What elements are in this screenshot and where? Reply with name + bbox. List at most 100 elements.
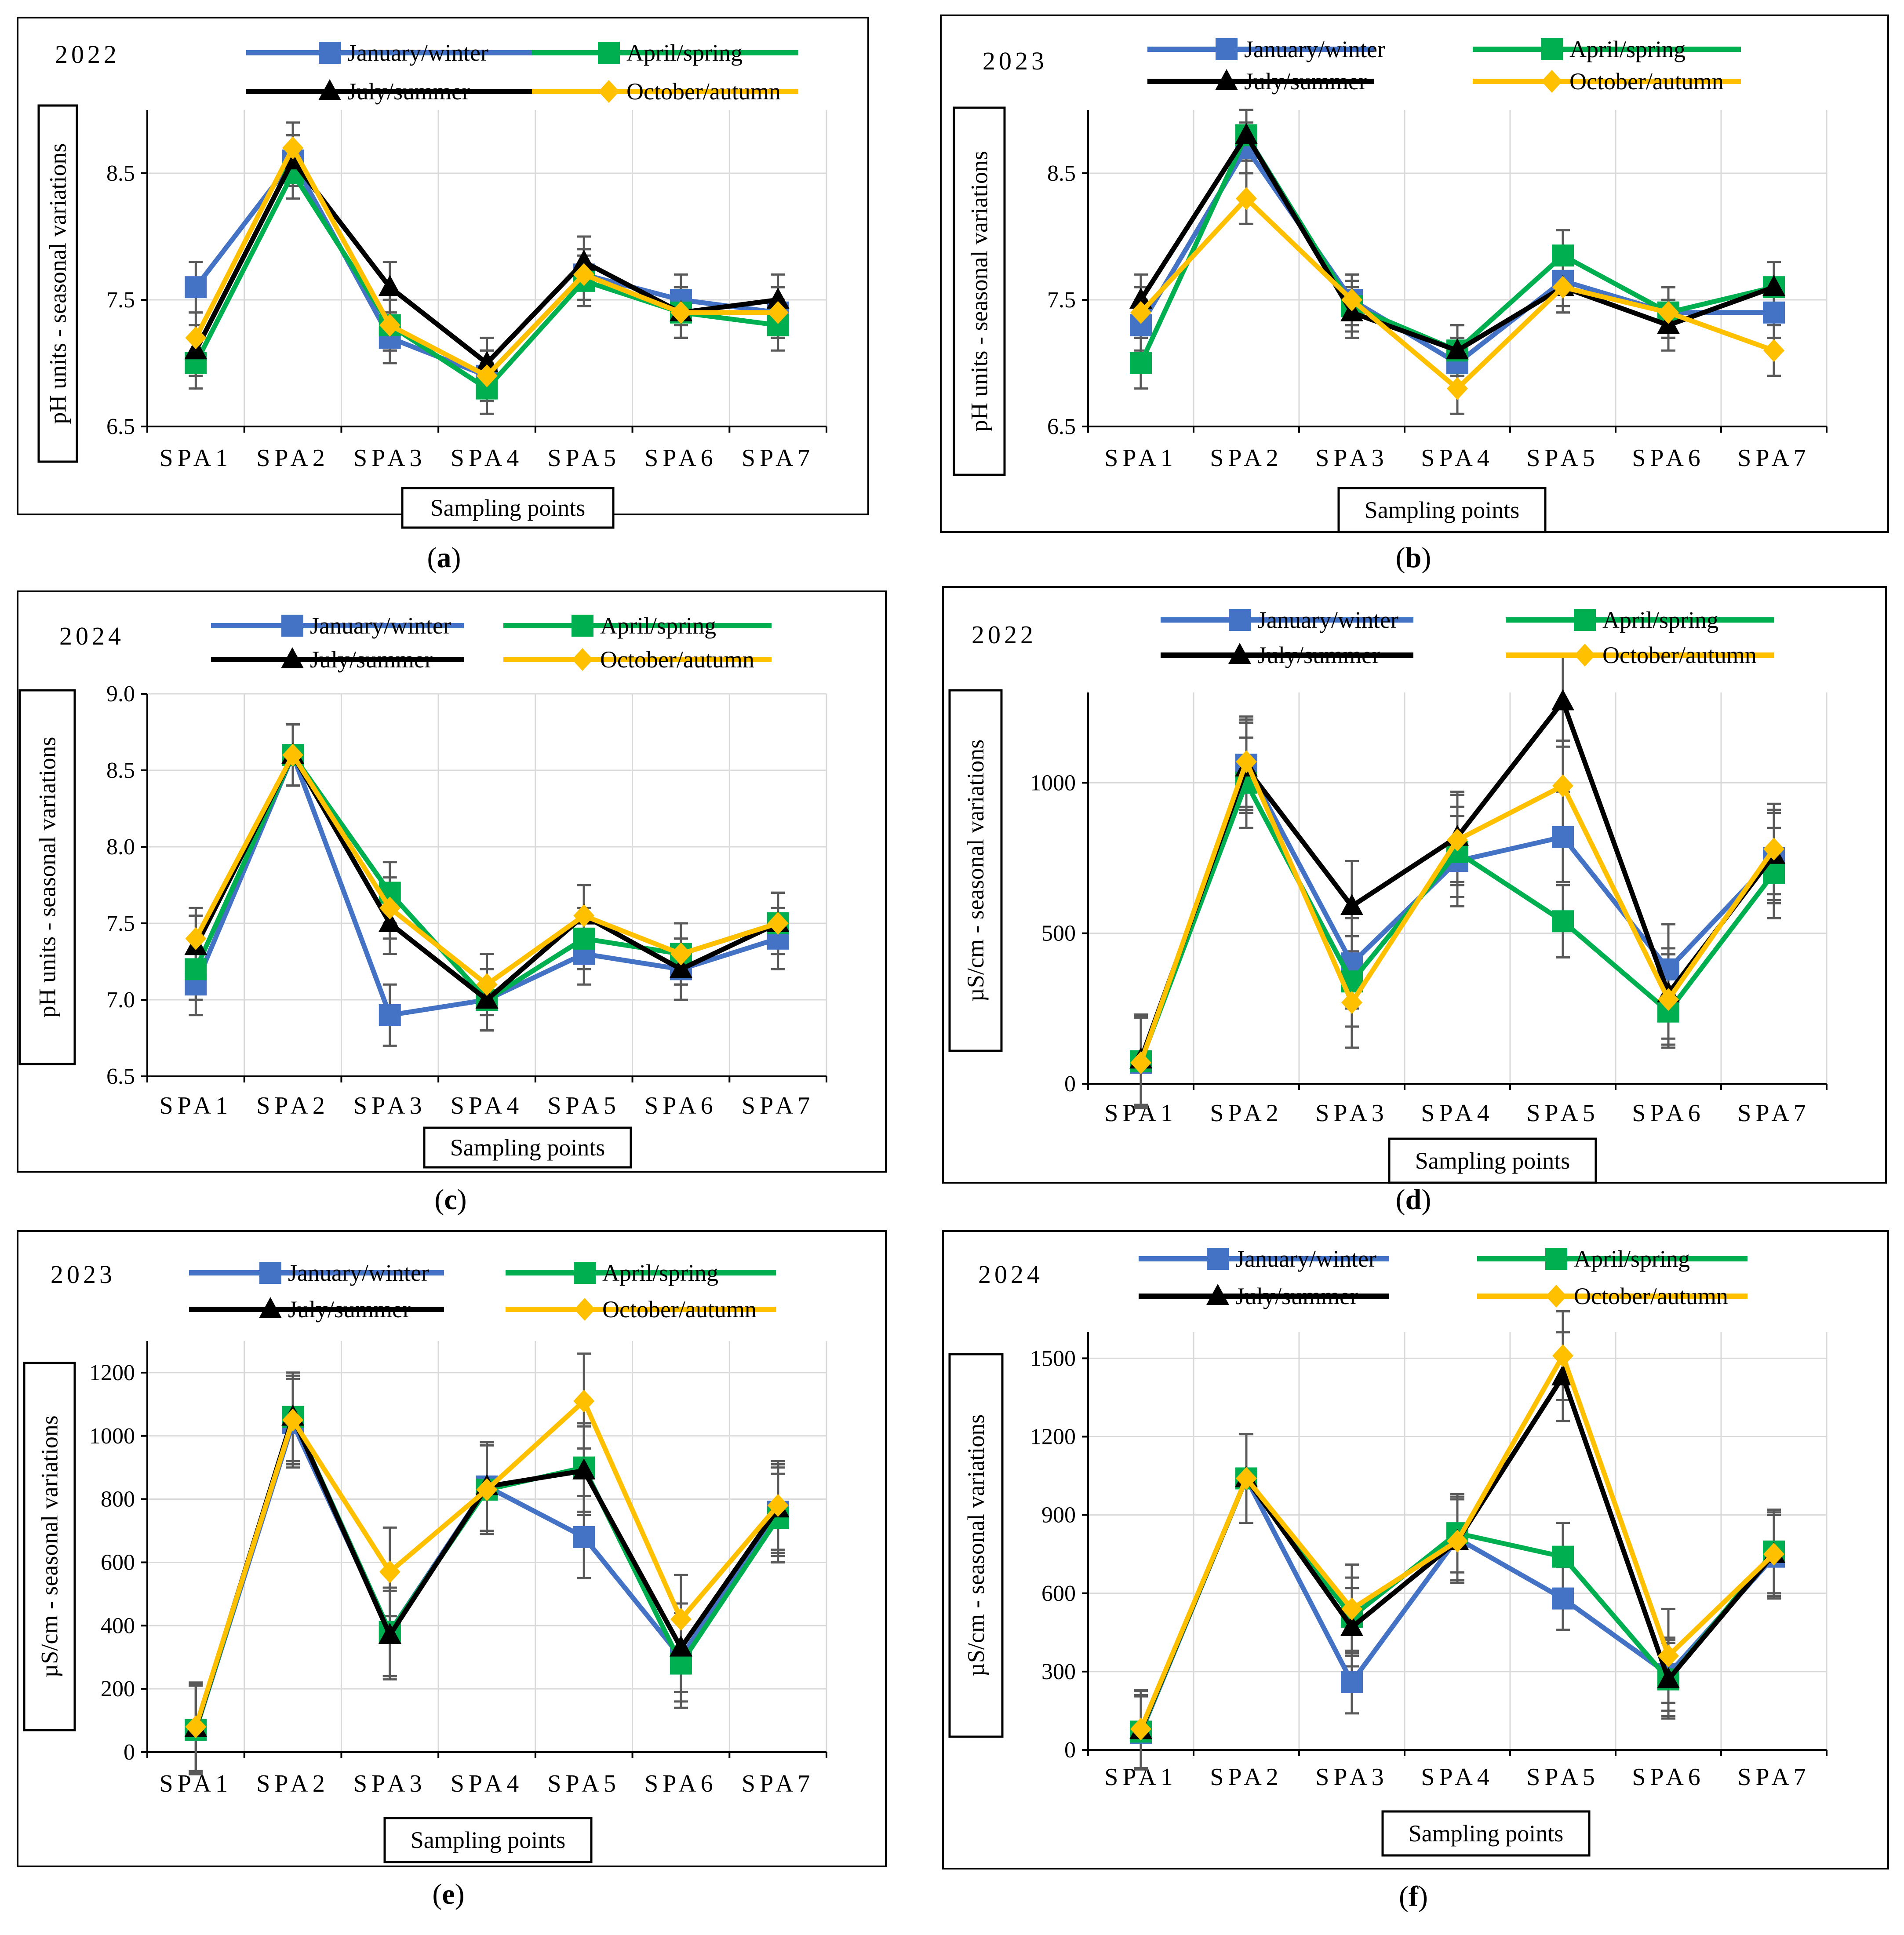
autumn-marker-5 xyxy=(1658,988,1679,1011)
autumn-marker-1 xyxy=(282,1408,304,1432)
autumn-marker-2 xyxy=(379,313,400,337)
autumn-marker-5 xyxy=(1658,301,1679,324)
y-tick-label: 6.5 xyxy=(106,1064,135,1089)
caption-paren-close: ) xyxy=(1421,542,1431,574)
x-axis-title-text: Sampling points xyxy=(1409,1820,1564,1847)
legend-item-winter: January/winter xyxy=(189,1260,444,1286)
year-label: 2022 xyxy=(972,620,1037,649)
summer-marker-2 xyxy=(378,275,401,296)
legend-item-winter: January/winter xyxy=(246,40,534,66)
spring-marker-legend xyxy=(1545,1248,1567,1270)
legend: January/winter April/spring July/summer Oct… xyxy=(1147,36,1741,95)
y-axis-title: µS/cm - seasonal variations xyxy=(948,689,1003,1052)
spring-marker-0 xyxy=(1130,352,1152,374)
legend-item-spring: April/spring xyxy=(1477,1246,1747,1272)
panel-frame xyxy=(17,590,887,1173)
legend-label: July/summer xyxy=(1235,1283,1358,1309)
y-tick-label: 7.5 xyxy=(1047,288,1076,313)
x-axis-title-text: Sampling points xyxy=(411,1827,566,1853)
y-tick-label: 1200 xyxy=(89,1360,135,1385)
caption-paren-open: ( xyxy=(434,1184,444,1216)
y-axis-title-box xyxy=(953,106,1006,476)
winter-marker-legend xyxy=(1229,609,1251,631)
y-tick-label: 8.5 xyxy=(106,758,135,783)
x-category-label: SPA1 xyxy=(1104,445,1177,472)
summer-marker-legend xyxy=(281,647,304,668)
x-category-label: SPA7 xyxy=(742,1770,815,1797)
legend-label: April/spring xyxy=(602,1260,718,1286)
x-category-label: SPA7 xyxy=(742,1092,815,1119)
x-axis-title: Sampling points xyxy=(1337,487,1547,533)
y-tick-label: 600 xyxy=(101,1550,135,1575)
panel-caption: (c) xyxy=(434,1184,466,1216)
autumn-marker-2 xyxy=(1341,288,1362,311)
legend-item-summer: July/summer xyxy=(1147,68,1374,95)
y-tick-label: 8.0 xyxy=(106,834,135,860)
winter-marker-0 xyxy=(185,276,207,299)
legend-label: April/spring xyxy=(1569,36,1686,62)
y-tick-label: 1000 xyxy=(89,1424,135,1449)
x-axis-title: Sampling points xyxy=(1388,1137,1597,1184)
spring-marker-4 xyxy=(573,927,595,950)
autumn-marker-0 xyxy=(1130,1051,1151,1075)
x-axis-title: Sampling points xyxy=(1381,1810,1591,1857)
legend-item-spring: April/spring xyxy=(1506,607,1774,633)
chart-panel-a: 6.5 7.5 8.5 SPA1 SPA2 SPA3 SPA4 SPA5 SPA6 SPA7 202… xyxy=(17,17,869,529)
caption-paren-open: ( xyxy=(1399,1880,1409,1913)
x-category-label: SPA6 xyxy=(1632,1764,1705,1791)
autumn-marker-3 xyxy=(1447,1530,1468,1552)
autumn-marker-4 xyxy=(573,904,595,927)
summer-marker-3 xyxy=(1446,338,1469,360)
legend: January/winter April/spring July/summer Oct… xyxy=(211,612,772,673)
caption-paren-close: ) xyxy=(1421,1184,1431,1216)
autumn-marker-6 xyxy=(767,1494,789,1517)
autumn-marker-5 xyxy=(670,942,692,966)
autumn-marker-3 xyxy=(1447,377,1468,400)
summer-marker-legend xyxy=(1215,69,1238,90)
x-axis-title-text: Sampling points xyxy=(430,495,586,521)
legend: January/winter April/spring July/summer Oct… xyxy=(189,1260,776,1323)
panel-frame xyxy=(942,1230,1889,1869)
summer-marker-6 xyxy=(1762,275,1785,296)
autumn-marker-6 xyxy=(1763,838,1784,860)
y-tick-label: 8.5 xyxy=(1047,161,1076,186)
legend-item-summer: July/summer xyxy=(246,78,534,105)
x-category-label: SPA3 xyxy=(353,1092,426,1119)
legend: January/winter April/spring July/summer Oct… xyxy=(1161,607,1774,668)
y-tick-label: 600 xyxy=(1041,1581,1076,1606)
winter-marker-legend xyxy=(1207,1248,1229,1270)
autumn-marker-5 xyxy=(670,301,692,324)
summer-marker-legend xyxy=(259,1297,282,1318)
y-axis-title-box xyxy=(18,689,76,1065)
x-category-label: SPA1 xyxy=(160,1092,233,1119)
y-axis-title: pH units - seasonal variations xyxy=(37,104,78,463)
x-category-label: SPA2 xyxy=(1210,1764,1283,1791)
autumn-marker-0 xyxy=(185,326,207,350)
legend-label: April/spring xyxy=(626,40,743,66)
legend-label: April/spring xyxy=(1574,1246,1690,1272)
panel-frame xyxy=(17,17,869,515)
x-category-label: SPA5 xyxy=(547,445,620,472)
y-tick-label: 1000 xyxy=(1030,770,1076,795)
autumn-marker-legend xyxy=(574,1298,595,1321)
x-axis-title-text: Sampling points xyxy=(450,1134,605,1161)
x-category-label: SPA1 xyxy=(160,445,233,472)
legend-item-autumn: October/autumn xyxy=(532,78,798,105)
y-tick-label: 200 xyxy=(101,1676,135,1702)
x-axis-title-box xyxy=(401,487,615,529)
legend-item-autumn: October/autumn xyxy=(1473,68,1741,95)
legend-item-autumn: October/autumn xyxy=(1477,1283,1747,1309)
autumn-marker-3 xyxy=(1447,828,1468,852)
x-category-label: SPA6 xyxy=(644,1092,717,1119)
autumn-marker-legend xyxy=(1574,644,1595,667)
legend-label: January/winter xyxy=(288,1260,429,1286)
x-category-label: SPA5 xyxy=(1526,1764,1599,1791)
autumn-marker-1 xyxy=(1236,1467,1257,1490)
legend-label: July/summer xyxy=(310,646,433,673)
summer-marker-legend xyxy=(1206,1284,1229,1305)
y-tick-label: 7.5 xyxy=(106,288,135,313)
panel-caption: (a) xyxy=(427,542,461,574)
autumn-marker-6 xyxy=(767,301,789,324)
chart-panel-c: 6.5 7.0 7.5 8.0 8.5 9.0 SPA1 SPA2 SPA3 SPA4 SPA5 SP… xyxy=(17,590,887,1173)
